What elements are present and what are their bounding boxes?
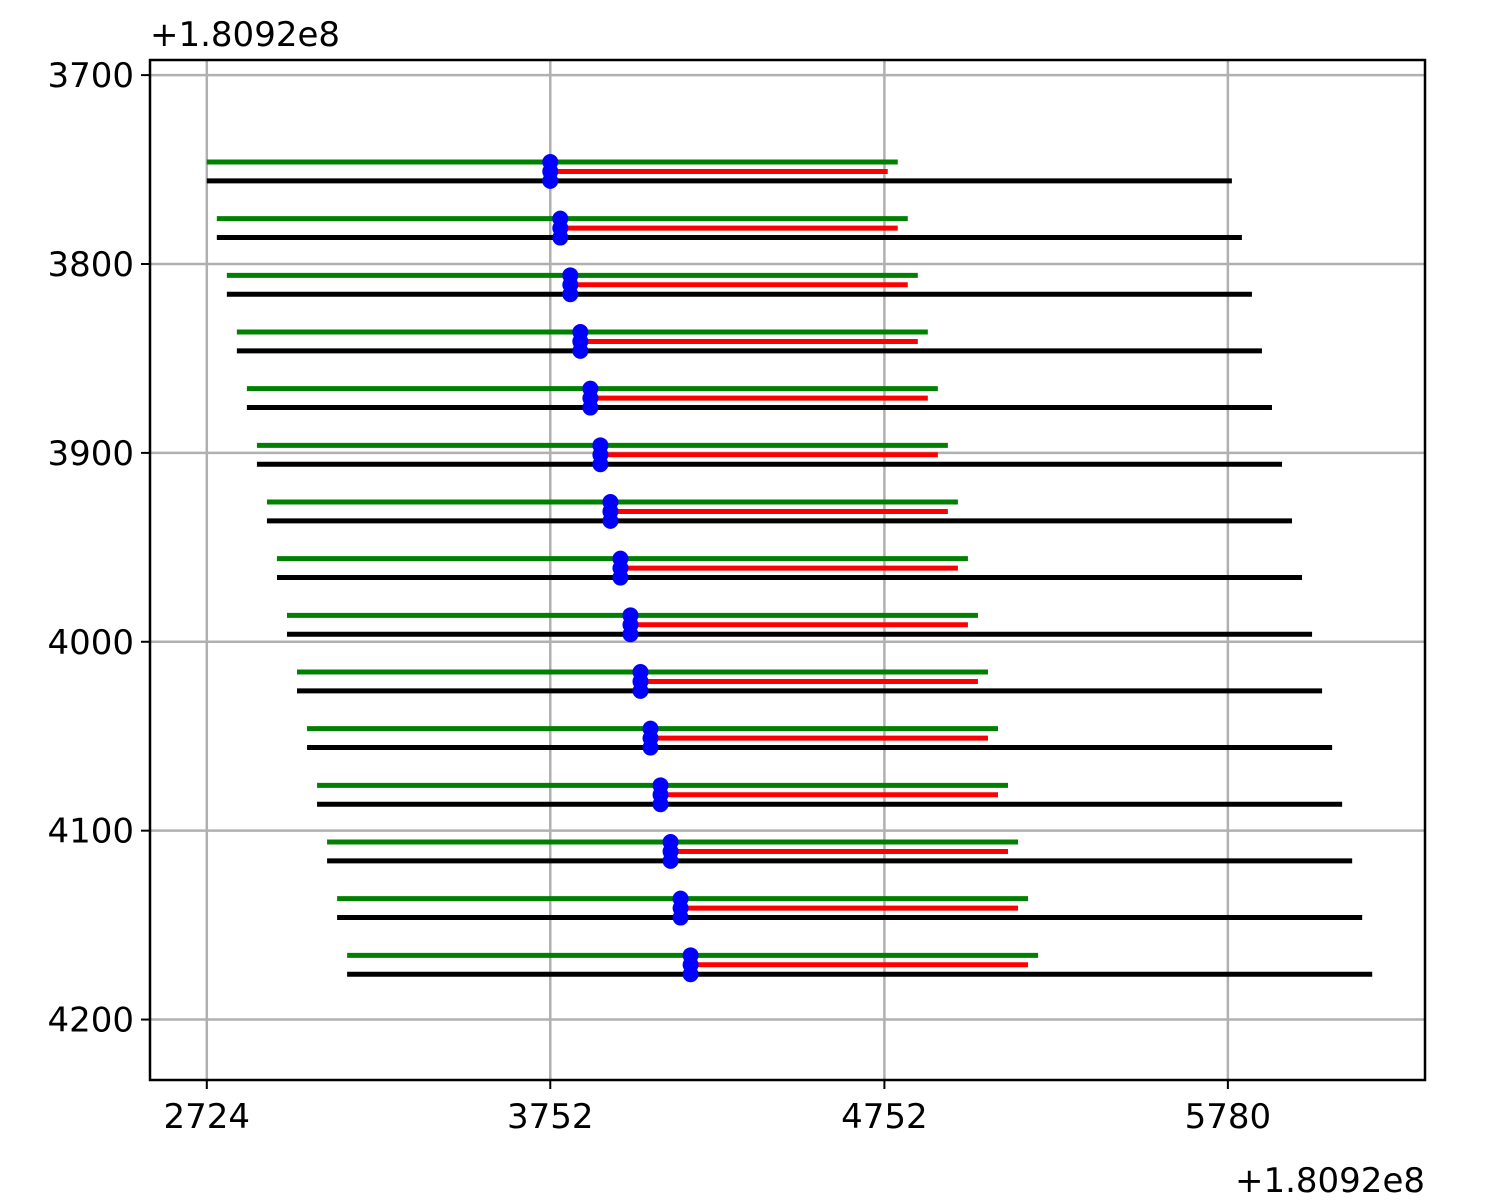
y-tick-label: 3700	[47, 56, 134, 96]
blue-point	[542, 172, 559, 189]
y-axis: 3700 3800 3900 4000 4100 4200	[47, 56, 150, 1041]
blue-point	[662, 852, 679, 869]
y-tick-label: 4200	[47, 1001, 134, 1041]
blue-point	[622, 626, 639, 643]
data-marks	[206, 154, 1373, 983]
blue-point	[672, 909, 689, 926]
x-tick-label: 4752	[841, 1097, 928, 1137]
y-tick-label: 4100	[47, 812, 134, 852]
y-tick-label: 4000	[47, 623, 134, 663]
blue-point	[572, 342, 589, 359]
blue-point	[552, 229, 569, 246]
blue-point	[602, 512, 619, 529]
blue-point	[612, 569, 629, 586]
y-tick-label: 3800	[47, 245, 134, 285]
blue-point	[562, 286, 579, 303]
y-tick-label: 3900	[47, 434, 134, 474]
x-tick-label: 2724	[164, 1097, 251, 1137]
blue-point	[632, 682, 649, 699]
plot-frame	[148, 58, 1427, 1082]
blue-point	[592, 456, 609, 473]
x-offset-label: +1.8092e8	[1235, 1161, 1425, 1200]
blue-point	[652, 796, 669, 813]
blue-point	[682, 966, 699, 983]
blue-point	[642, 739, 659, 756]
y-offset-label: +1.8092e8	[150, 15, 340, 55]
x-axis: 2724 3752 4752 5780	[164, 1080, 1272, 1137]
x-tick-label: 5780	[1185, 1097, 1272, 1137]
blue-point	[582, 399, 599, 416]
x-tick-label: 3752	[507, 1097, 594, 1137]
